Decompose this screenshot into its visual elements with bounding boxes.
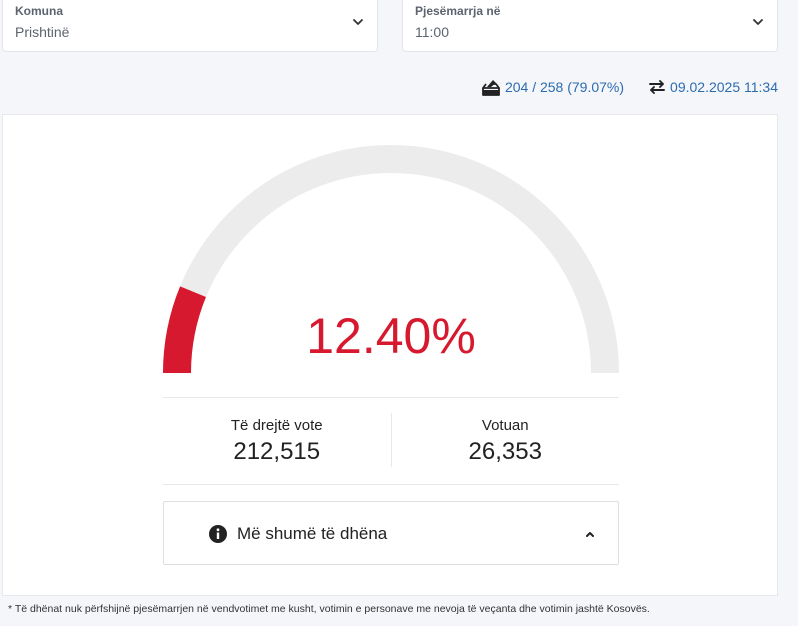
divider [163, 397, 619, 398]
divider [390, 413, 392, 467]
stations-stat: 204 / 258 (79.07%) [481, 78, 624, 96]
turnout-percentage: 12.40% [306, 308, 476, 364]
voted-label: Votuan [481, 417, 529, 434]
eligible-voters: Të drejtë vote 212,515 [163, 413, 391, 469]
voted-value: 26,353 [468, 438, 542, 465]
updated-timestamp: 09.02.2025 11:34 [670, 79, 778, 95]
counts-row: Të drejtë vote 212,515 Votuan 26,353 [163, 413, 619, 469]
eligible-label: Të drejtë vote [230, 417, 323, 434]
divider [163, 484, 619, 485]
info-icon [209, 525, 227, 543]
chevron-up-icon [586, 532, 594, 537]
voted: Votuan 26,353 [392, 413, 620, 469]
footnote: * Të dhënat nuk përfshijnë pjesëmarrjen … [8, 603, 650, 615]
chevron-down-icon [353, 19, 363, 25]
turnout-gauge [163, 145, 619, 374]
komuna-value: Prishtinë [15, 24, 70, 40]
more-data-toggle[interactable]: Më shumë të dhëna [163, 501, 619, 565]
turnout-card: 12.40% Të drejtë vote 212,515 Votuan 26,… [2, 114, 778, 596]
gauge-fill [163, 286, 207, 374]
ballot-box-icon [482, 80, 500, 96]
komuna-label: Komuna [15, 4, 63, 18]
sync-arrows-icon [649, 80, 665, 94]
pjesemarrja-value: 11:00 [415, 24, 449, 40]
stations-count: 204 / 258 (79.07%) [504, 79, 625, 95]
chevron-down-icon [753, 19, 763, 25]
stats-row: 204 / 258 (79.07%) 09.02.2025 11:34 [481, 78, 778, 96]
updated-stat: 09.02.2025 11:34 [648, 79, 778, 95]
more-data-label: Më shumë të dhëna [237, 524, 388, 543]
pjesemarrja-label: Pjesëmarrja në [415, 4, 501, 18]
komuna-select[interactable]: Komuna Prishtinë [2, 0, 378, 52]
eligible-value: 212,515 [233, 438, 321, 465]
gauge-track [163, 145, 619, 374]
pjesemarrja-select[interactable]: Pjesëmarrja në 11:00 [402, 0, 778, 52]
